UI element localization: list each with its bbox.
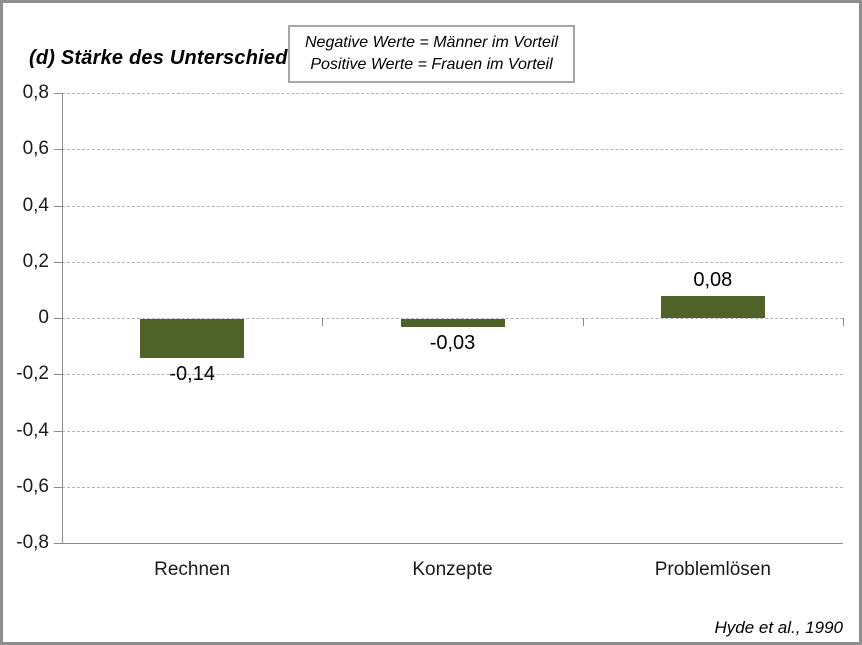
bar-Konzepte: [400, 319, 505, 328]
bar-Rechnen: [140, 319, 245, 359]
legend-line-positive: Positive Werte = Frauen im Vorteil: [310, 56, 553, 73]
y-axis-tick: [54, 374, 62, 376]
gridline-y--0,2: [62, 374, 843, 376]
y-tick-label: -0,4: [16, 419, 49, 441]
bar-Problemlösen: [660, 295, 765, 318]
y-tick-label: -0,6: [16, 475, 49, 497]
gridline-y-0,6: [62, 149, 843, 151]
gridline-y-0,4: [62, 205, 843, 207]
gridline-y-0,8: [62, 93, 843, 94]
gridline-y-0,2: [62, 261, 843, 263]
value-label-Problemlösen: 0,08: [693, 268, 733, 291]
category-label-Problemlösen: Problemlösen: [654, 559, 771, 580]
y-axis-tick: [54, 486, 62, 488]
y-axis-tick: [54, 205, 62, 207]
category-axis-tick: [62, 318, 63, 326]
category-axis-tick: [322, 318, 324, 326]
gridline-y--0,8: [62, 543, 843, 544]
y-axis-tick: [54, 430, 62, 432]
y-axis-tick: [54, 261, 62, 263]
legend-line-negative: Negative Werte = Männer im Vorteil: [305, 34, 558, 51]
citation: Hyde et al., 1990: [714, 618, 843, 637]
y-tick-label: 0,6: [22, 138, 49, 160]
y-axis-tick: [54, 543, 62, 544]
category-axis-tick: [843, 318, 844, 326]
category-label-Konzepte: Konzepte: [412, 559, 493, 580]
y-axis-tick: [54, 318, 62, 319]
chart-canvas: (d) Stärke des Unterschieds Negative Wer…: [3, 3, 859, 642]
y-tick-label: 0,2: [22, 250, 49, 272]
value-label-Konzepte: -0,03: [429, 332, 476, 355]
category-axis-tick: [582, 318, 584, 326]
gridline-y--0,4: [62, 430, 843, 432]
y-tick-label: -0,2: [16, 363, 49, 385]
y-tick-label: 0,4: [22, 194, 49, 216]
legend-box: Negative Werte = Männer im Vorteil Posit…: [288, 25, 575, 83]
value-label-Rechnen: -0,14: [169, 363, 215, 386]
y-tick-label: -0,8: [16, 532, 49, 553]
gridline-y--0,6: [62, 486, 843, 488]
y-axis-tick: [54, 93, 62, 94]
gridline-y-0: [62, 318, 843, 319]
category-label-Rechnen: Rechnen: [154, 559, 231, 580]
y-tick-label: 0,8: [22, 82, 49, 103]
y-axis-tick: [54, 149, 62, 151]
chart-title: (d) Stärke des Unterschieds: [29, 47, 299, 69]
y-tick-label: 0: [38, 307, 49, 328]
